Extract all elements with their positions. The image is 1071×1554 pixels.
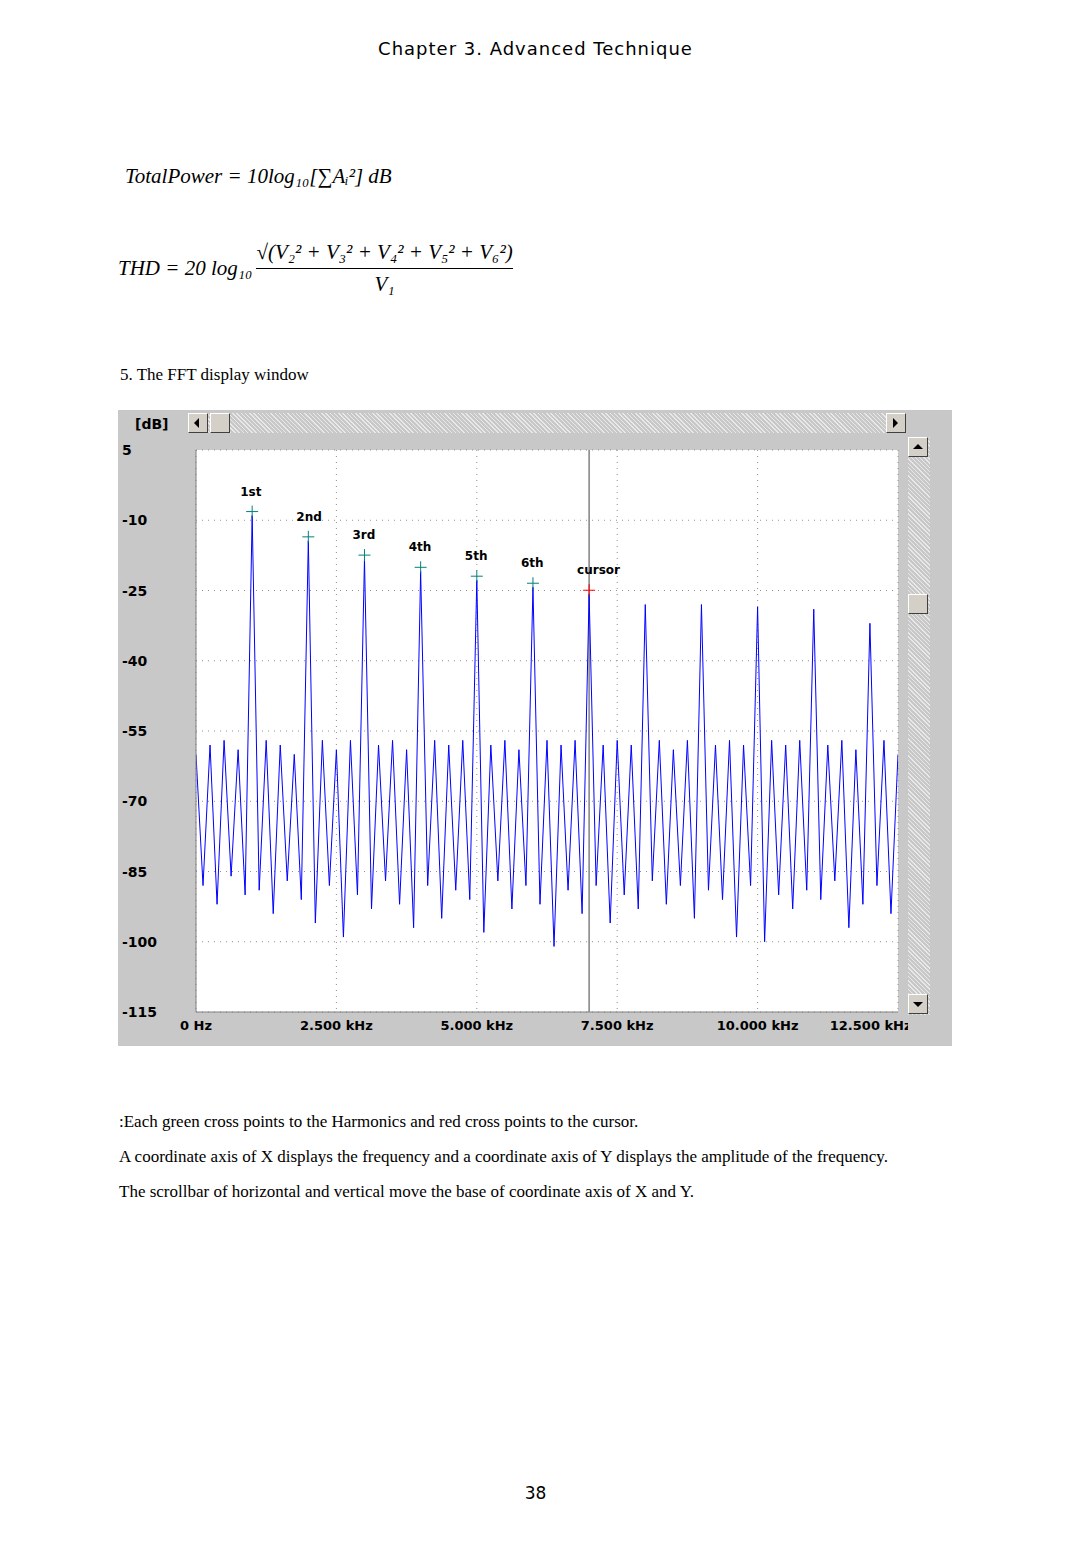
html-text:[dB]: [dB] bbox=[135, 416, 169, 432]
svg-text:cursor: cursor bbox=[577, 563, 620, 577]
html-text::Each green cross points to th: :Each green cross points to the Harmonic… bbox=[119, 1112, 639, 1131]
html-text:V₁: V₁ bbox=[374, 272, 395, 296]
svg-text:12.500 kHz: 12.500 kHz bbox=[830, 1018, 908, 1033]
svg-text:-10: -10 bbox=[122, 512, 148, 528]
svg-text:5: 5 bbox=[122, 442, 132, 458]
svg-text:6th: 6th bbox=[521, 556, 544, 570]
svg-text:1st: 1st bbox=[240, 485, 261, 499]
svg-text:-40: -40 bbox=[122, 653, 148, 669]
html-text:A coordinate axis of X display: A coordinate axis of X displays the freq… bbox=[119, 1147, 888, 1166]
html-text:38: 38 bbox=[524, 1483, 547, 1503]
svg-text:-100: -100 bbox=[122, 934, 157, 950]
svg-text:3rd: 3rd bbox=[352, 528, 375, 542]
html-text:The scrollbar of horizontal an: The scrollbar of horizontal and vertical… bbox=[119, 1182, 694, 1201]
html-text:Chapter 3. Advanced Technique: Chapter 3. Advanced Technique bbox=[378, 38, 693, 59]
html-text:√(V₂² + V₃² + V₄² + V₅² + V₆²): √(V₂² + V₃² + V₄² + V₅² + V₆²) bbox=[256, 240, 513, 264]
svg-text:5th: 5th bbox=[465, 549, 488, 563]
svg-text:-85: -85 bbox=[122, 864, 147, 880]
svg-text:-115: -115 bbox=[122, 1004, 157, 1020]
svg-text:5.000 kHz: 5.000 kHz bbox=[440, 1018, 513, 1033]
svg-text:10.000 kHz: 10.000 kHz bbox=[717, 1018, 799, 1033]
svg-text:2.500 kHz: 2.500 kHz bbox=[300, 1018, 373, 1033]
svg-text:4th: 4th bbox=[409, 540, 432, 554]
html-text:THD = 20 log₁₀: THD = 20 log₁₀ bbox=[118, 256, 253, 280]
svg-text:2nd: 2nd bbox=[296, 510, 321, 524]
svg-text:-55: -55 bbox=[122, 723, 147, 739]
html-text:5. The FFT display window: 5. The FFT display window bbox=[120, 365, 309, 384]
svg-text:7.500 kHz: 7.500 kHz bbox=[581, 1018, 654, 1033]
svg-text:-25: -25 bbox=[122, 583, 147, 599]
svg-text:0 Hz: 0 Hz bbox=[180, 1018, 212, 1033]
html-text:TotalPower = 10log₁₀[∑Aᵢ²] dB: TotalPower = 10log₁₀[∑Aᵢ²] dB bbox=[125, 164, 392, 188]
svg-text:-70: -70 bbox=[122, 793, 148, 809]
